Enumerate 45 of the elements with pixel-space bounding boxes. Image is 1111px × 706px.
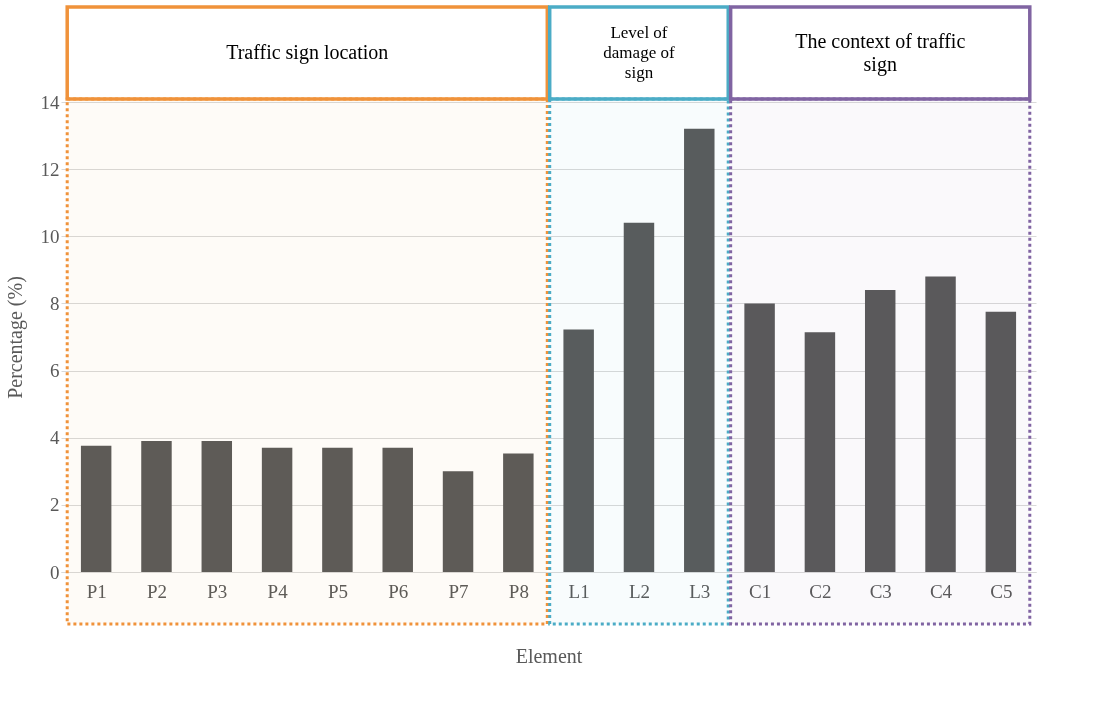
x-tick-label: P2 <box>146 580 168 602</box>
y-tick-label: 14 <box>40 91 60 113</box>
bar <box>80 445 112 572</box>
y-tick-label: 4 <box>50 427 60 449</box>
y-tick-label: 8 <box>50 292 60 314</box>
x-tick-label: C3 <box>869 580 892 602</box>
bar <box>201 441 233 572</box>
bar <box>503 453 534 572</box>
bar <box>382 447 413 572</box>
x-tick-label: P3 <box>207 580 228 602</box>
bar <box>744 303 775 572</box>
y-tick-label: 2 <box>50 494 60 516</box>
x-tick-label: C2 <box>809 580 832 602</box>
bar <box>804 332 836 572</box>
x-tick-label: L3 <box>689 580 711 602</box>
band-label: Traffic sign location <box>226 41 389 64</box>
y-tick-label: 10 <box>40 225 60 247</box>
x-tick-label: C4 <box>929 580 953 602</box>
y-tick-label: 0 <box>50 561 60 583</box>
x-tick-label: P8 <box>508 580 529 602</box>
x-tick-label: L2 <box>628 580 651 602</box>
bar <box>442 471 474 572</box>
y-tick-label: 6 <box>50 360 60 382</box>
y-tick-label: 12 <box>40 158 60 180</box>
x-tick-label: P1 <box>86 580 107 602</box>
bar <box>261 447 293 572</box>
bar <box>623 222 655 572</box>
x-tick-label: C1 <box>749 580 772 602</box>
bar <box>563 329 594 572</box>
bar <box>864 290 896 572</box>
x-tick-label: L1 <box>568 580 590 602</box>
x-tick-label: C5 <box>990 580 1013 602</box>
x-tick-label: P6 <box>388 580 409 602</box>
band-label: Level of damage of sign <box>603 23 675 82</box>
x-tick-label: P7 <box>448 580 469 602</box>
x-tick-label: P5 <box>327 580 348 602</box>
band-label: The context of traffic sign <box>795 29 966 76</box>
bar <box>322 447 353 572</box>
x-tick-label: P4 <box>267 580 289 602</box>
y-axis-title: Percentage (%) <box>3 276 27 399</box>
bar <box>684 128 715 572</box>
bar <box>985 311 1017 572</box>
bar <box>925 276 956 572</box>
x-axis-title: Element <box>515 644 583 667</box>
bar <box>141 441 172 572</box>
